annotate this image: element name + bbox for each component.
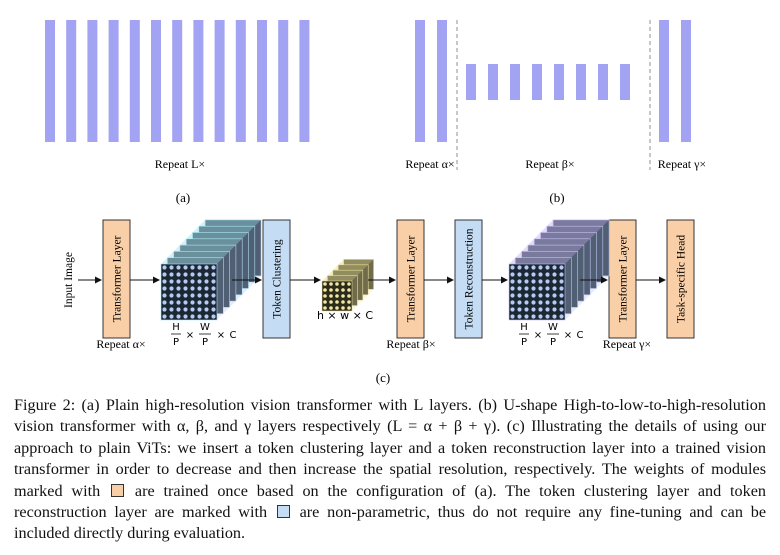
panel-a — [45, 20, 310, 142]
layer-bar-a — [87, 20, 98, 142]
transformer-layer-label: Transformer Layer — [406, 235, 418, 322]
layer-bar-a — [257, 20, 267, 142]
caption-part-1: Figure 2: (a) Plain high-resolution visi… — [14, 396, 766, 500]
layer-bar-beta — [510, 64, 520, 100]
layer-bar-a — [172, 20, 183, 142]
repeat-gamma-label: Repeat γ× — [603, 337, 651, 351]
hwc-label: h × w × C — [317, 309, 373, 322]
repeat-beta-label: Repeat β× — [386, 337, 435, 351]
frac2-W: W — [548, 322, 558, 333]
panel-b-repeat-gamma: Repeat γ× — [658, 157, 706, 171]
frac1-times1: × — [186, 330, 194, 341]
feature-cube-low-res — [321, 259, 374, 312]
layer-bar-beta — [598, 64, 608, 100]
feature-cube-high-res-1 — [160, 219, 262, 321]
panel-b-sublabel: (b) — [549, 190, 564, 205]
transformer-layer-block — [102, 219, 131, 339]
layer-bar-beta — [532, 64, 542, 100]
transformer-layer-label: Transformer Layer — [112, 235, 124, 322]
task-specific-head-label: Task-specific Head — [676, 235, 688, 324]
panel-b — [415, 20, 691, 142]
caption-part-2: are trained once based on the configurat… — [14, 481, 767, 522]
fraction-label-2: H P × W P × C — [519, 322, 584, 348]
layer-bar-beta — [554, 64, 564, 100]
frac2-times1: × — [534, 330, 542, 341]
layer-bar-a — [193, 20, 204, 142]
layer-bar-a — [108, 20, 119, 142]
layer-bar-a — [235, 20, 246, 142]
layer-bar-gamma — [659, 20, 669, 142]
panel-c-sublabel: (c) — [376, 370, 390, 385]
frac1-H: H — [172, 322, 180, 333]
panel-b-repeat-beta: Repeat β× — [525, 157, 574, 171]
layer-bar-a — [129, 20, 140, 142]
transformer-layer-block — [396, 219, 425, 339]
frac2-times2: × — [564, 330, 572, 341]
layer-bar-beta — [466, 64, 476, 100]
layer-bar-a — [151, 20, 161, 142]
caption-part-3: are non-parametric, thus do not require … — [14, 503, 767, 543]
panel-b-repeat-alpha: Repeat α× — [405, 157, 454, 171]
layer-bar-beta — [488, 64, 498, 100]
token-reconstruction-block — [454, 219, 483, 339]
layer-bar-beta — [576, 64, 586, 100]
layer-bar-gamma — [681, 20, 691, 142]
token-reconstruction-label: Token Reconstruction — [464, 228, 476, 329]
frac1-C: C — [230, 330, 237, 341]
layer-bar-beta — [620, 64, 630, 100]
trained-marker-square — [111, 483, 125, 497]
figure-2-diagram: Repeat L× (a) Repeat α× Repeat β× Repeat… — [45, 20, 706, 385]
layer-bar-alpha — [437, 20, 447, 142]
transformer-layer-block — [608, 219, 637, 339]
frac2-P2: P — [550, 337, 556, 348]
panel-a-sublabel: (a) — [176, 190, 190, 205]
token-clustering-block — [262, 219, 291, 339]
layer-bar-a — [278, 20, 289, 142]
panel-c: Transformer Layer Token Clustering Transfo… — [78, 219, 695, 339]
layer-bar-a — [299, 20, 310, 142]
figure-caption: Figure 2: (a) Plain high-resolution visi… — [14, 395, 766, 545]
frac2-H: H — [520, 322, 528, 333]
frac1-P1: P — [173, 337, 179, 348]
input-image-label: Input Image — [63, 252, 75, 308]
frac1-P2: P — [202, 337, 208, 348]
repeat-alpha-label: Repeat α× — [96, 337, 145, 351]
token-clustering-label: Token Clustering — [272, 239, 284, 319]
frac2-P1: P — [521, 337, 527, 348]
layer-bar-a — [45, 20, 55, 142]
layer-bar-alpha — [415, 20, 425, 142]
transformer-layer-label: Transformer Layer — [618, 235, 630, 322]
nonparam-marker-square — [276, 505, 290, 519]
fraction-label-1: H P × W P × C — [171, 322, 237, 348]
panel-a-repeat-label: Repeat L× — [155, 157, 205, 171]
frac2-C: C — [577, 330, 584, 341]
layer-bar-a — [214, 20, 225, 142]
task-specific-head-block — [666, 219, 695, 339]
frac1-W: W — [200, 322, 210, 333]
feature-cube-high-res-2 — [508, 219, 610, 321]
layer-bar-a — [66, 20, 77, 142]
frac1-times2: × — [217, 330, 225, 341]
